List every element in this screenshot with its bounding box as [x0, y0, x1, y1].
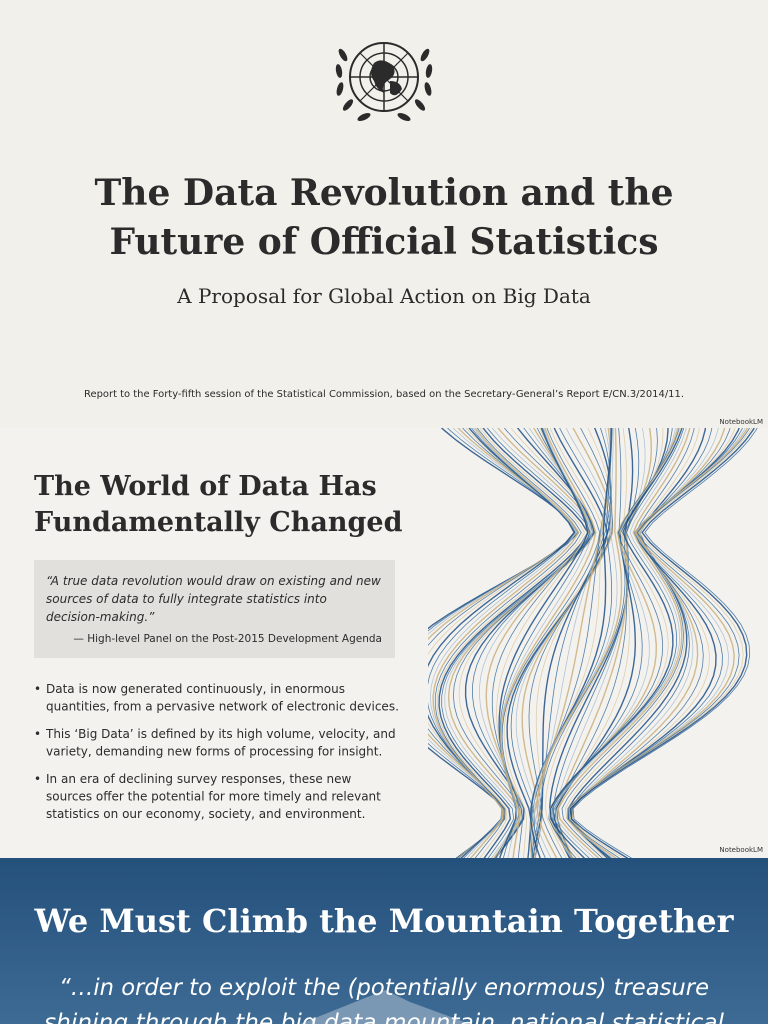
- bullet-line: quantities, from a pervasive network of …: [46, 700, 399, 714]
- flow-line: [554, 428, 687, 858]
- flow-line: [551, 428, 685, 858]
- flow-line: [531, 428, 613, 858]
- flow-line: [536, 428, 623, 858]
- flow-line: [485, 428, 590, 858]
- quote-line: “A true data revolution would draw on ex…: [46, 574, 381, 588]
- flow-line: [444, 428, 594, 858]
- flow-line: [568, 428, 753, 858]
- flow-line: [503, 428, 605, 858]
- flow-line: [530, 428, 611, 858]
- bullet-line: variety, demanding new forms of processi…: [46, 745, 382, 759]
- quote-line: decision-making.”: [46, 610, 155, 624]
- heading-line: The World of Data Has: [34, 471, 377, 502]
- flow-line: [506, 428, 609, 858]
- flow-line: [441, 428, 592, 858]
- flow-line: [432, 428, 580, 858]
- quote-attribution: — High-level Panel on the Post-2015 Deve…: [73, 633, 382, 645]
- flow-line: [567, 428, 750, 858]
- quote-line: shining through the big data mountain, n…: [44, 1010, 725, 1024]
- quote-box: [34, 560, 395, 658]
- bullet-dot: •: [34, 727, 41, 741]
- flow-line: [549, 428, 683, 858]
- flow-line: [436, 428, 585, 858]
- flow-line: [561, 428, 695, 858]
- bullet-line: This ‘Big Data’ is defined by its high v…: [45, 727, 396, 741]
- bullet-line: sources offer the potential for more tim…: [46, 790, 381, 804]
- quote-line: sources of data to fully integrate stati…: [46, 592, 327, 606]
- flow-line: [447, 428, 596, 858]
- flow-line: [570, 428, 755, 858]
- bullet-line: In an era of declining survey responses,…: [46, 772, 352, 786]
- flow-line: [515, 428, 613, 858]
- flow-line: [572, 428, 758, 858]
- flowing-lines-art: [428, 428, 758, 858]
- flow-line: [438, 428, 589, 858]
- quote-line: “…in order to exploit the (potentially e…: [59, 975, 709, 1001]
- flow-line: [500, 428, 593, 858]
- heading-line: Fundamentally Changed: [34, 507, 403, 538]
- flow-line: [510, 428, 611, 858]
- flow-line: [567, 428, 707, 858]
- flow-line: [552, 428, 640, 858]
- flow-line: [540, 428, 626, 858]
- watermark: NotebookLM: [719, 418, 763, 426]
- slide-3-title: We Must Climb the Mountain Together: [33, 902, 734, 940]
- bullet-dot: •: [34, 772, 41, 786]
- title-line: The Data Revolution and the: [95, 172, 674, 214]
- bullet-line: statistics on our economy, society, and …: [46, 807, 365, 821]
- flow-line: [501, 428, 601, 858]
- report-note: Report to the Forty-fifth session of the…: [84, 389, 684, 400]
- un-emblem: [335, 42, 433, 122]
- bullet-list: • Data is now generated continuously, in …: [34, 682, 399, 821]
- bullet-line: Data is now generated continuously, in e…: [46, 682, 345, 696]
- flow-line: [557, 428, 691, 858]
- title-line: Future of Official Statistics: [109, 221, 658, 263]
- flow-line: [428, 428, 580, 858]
- flow-line: [545, 428, 628, 858]
- flow-line: [500, 428, 597, 858]
- mountain-silhouette: [300, 990, 470, 1024]
- flow-line: [570, 428, 713, 858]
- flow-line: [434, 428, 582, 858]
- flow-line: [564, 428, 700, 858]
- watermark: NotebookLM: [719, 846, 763, 854]
- subtitle: A Proposal for Global Action on Big Data: [176, 284, 591, 308]
- flow-line: [498, 428, 589, 858]
- flow-line: [548, 428, 634, 858]
- flow-line: [533, 428, 618, 858]
- bullet-dot: •: [34, 682, 41, 696]
